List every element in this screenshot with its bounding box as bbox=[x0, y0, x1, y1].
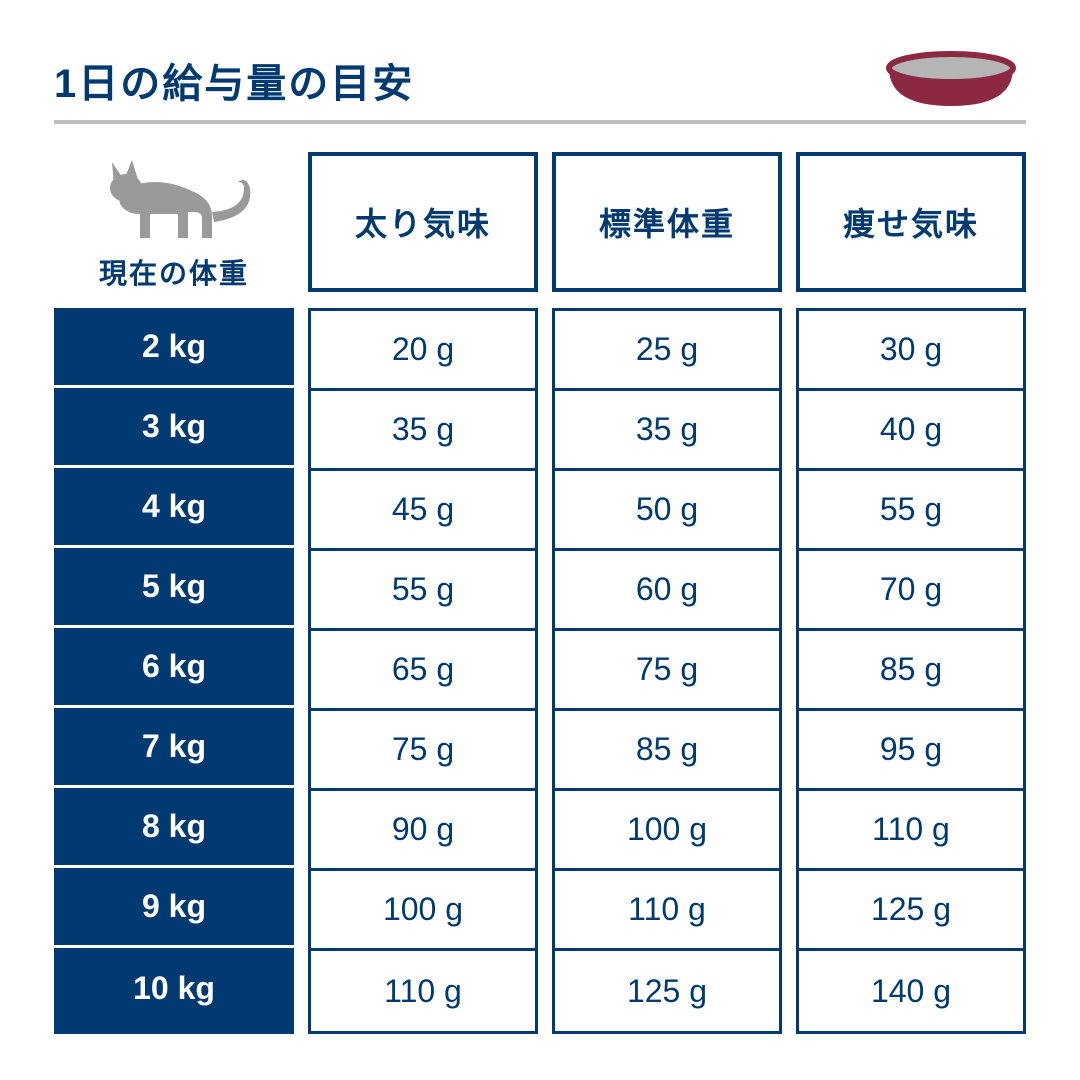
weight-cell: 7 kg bbox=[54, 708, 294, 788]
weight-cell: 6 kg bbox=[54, 628, 294, 708]
page-title: 1日の給与量の目安 bbox=[54, 51, 414, 109]
data-cell: 50 g bbox=[555, 471, 779, 551]
data-cell: 25 g bbox=[555, 311, 779, 391]
weight-cell: 2 kg bbox=[54, 308, 294, 388]
weight-cell: 9 kg bbox=[54, 868, 294, 948]
data-column-1: 25 g 35 g 50 g 60 g 75 g 85 g 100 g 110 … bbox=[552, 308, 782, 1034]
data-column-2: 30 g 40 g 55 g 70 g 85 g 95 g 110 g 125 … bbox=[796, 308, 1026, 1034]
data-column-0: 20 g 35 g 45 g 55 g 65 g 75 g 90 g 100 g… bbox=[308, 308, 538, 1034]
data-cell: 35 g bbox=[555, 391, 779, 471]
data-cell: 55 g bbox=[311, 551, 535, 631]
weight-cell: 5 kg bbox=[54, 548, 294, 628]
weight-cell: 8 kg bbox=[54, 788, 294, 868]
data-cell: 30 g bbox=[799, 311, 1023, 391]
data-cell: 110 g bbox=[799, 791, 1023, 871]
column-header-0: 太り気味 bbox=[308, 152, 538, 292]
data-cell: 110 g bbox=[555, 871, 779, 951]
data-cell: 95 g bbox=[799, 711, 1023, 791]
weight-cell: 4 kg bbox=[54, 468, 294, 548]
weight-column: 2 kg 3 kg 4 kg 5 kg 6 kg 7 kg 8 kg 9 kg … bbox=[54, 308, 294, 1034]
data-cell: 70 g bbox=[799, 551, 1023, 631]
data-cell: 75 g bbox=[555, 631, 779, 711]
data-cell: 110 g bbox=[311, 951, 535, 1031]
data-cell: 85 g bbox=[555, 711, 779, 791]
data-cell: 45 g bbox=[311, 471, 535, 551]
weight-cell: 10 kg bbox=[54, 948, 294, 1028]
data-cell: 20 g bbox=[311, 311, 535, 391]
weight-column-header: 現在の体重 bbox=[54, 152, 294, 292]
data-cell: 60 g bbox=[555, 551, 779, 631]
data-cell: 125 g bbox=[555, 951, 779, 1031]
column-header-2: 痩せ気味 bbox=[796, 152, 1026, 292]
data-cell: 100 g bbox=[311, 871, 535, 951]
data-cell: 85 g bbox=[799, 631, 1023, 711]
data-cell: 100 g bbox=[555, 791, 779, 871]
data-cell: 75 g bbox=[311, 711, 535, 791]
data-cell: 40 g bbox=[799, 391, 1023, 471]
cat-icon bbox=[94, 152, 254, 252]
weight-header-label: 現在の体重 bbox=[99, 252, 249, 292]
weight-cell: 3 kg bbox=[54, 388, 294, 468]
feeding-table: 現在の体重 太り気味 標準体重 痩せ気味 2 kg 3 kg 4 kg 5 kg… bbox=[54, 152, 1026, 1034]
bowl-icon bbox=[876, 50, 1026, 110]
column-header-1: 標準体重 bbox=[552, 152, 782, 292]
data-cell: 35 g bbox=[311, 391, 535, 471]
data-cell: 125 g bbox=[799, 871, 1023, 951]
data-cell: 65 g bbox=[311, 631, 535, 711]
data-cell: 90 g bbox=[311, 791, 535, 871]
data-cell: 140 g bbox=[799, 951, 1023, 1031]
data-cell: 55 g bbox=[799, 471, 1023, 551]
header: 1日の給与量の目安 bbox=[54, 50, 1026, 124]
